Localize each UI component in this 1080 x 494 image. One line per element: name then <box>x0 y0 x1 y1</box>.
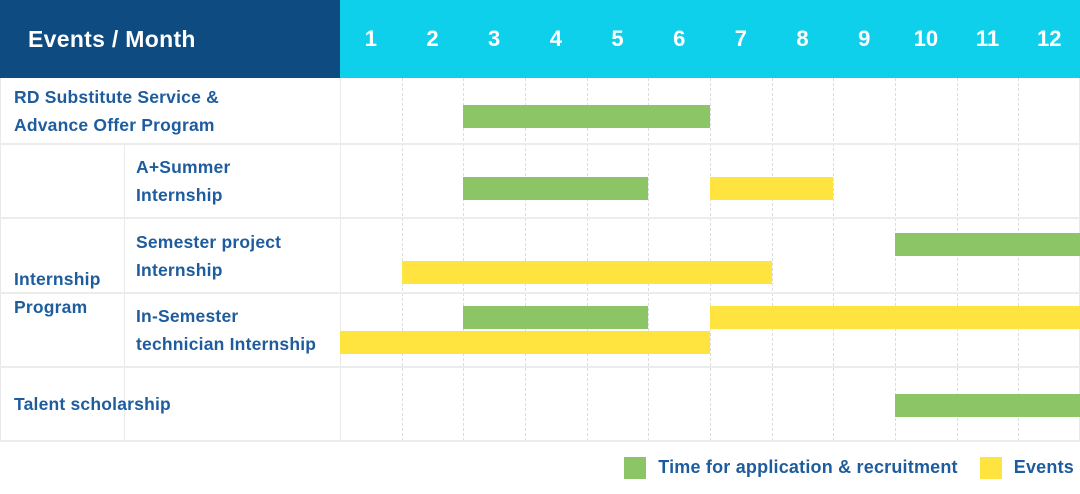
month-gridline <box>401 78 403 441</box>
month-header-4: 4 <box>549 26 562 51</box>
legend-label: Time for application & recruitment <box>658 457 958 477</box>
row-separator <box>0 292 1080 294</box>
task-label-line: Internship <box>136 259 223 280</box>
group-label-internship-program: Internship Program <box>14 265 124 321</box>
month-gridline <box>771 78 773 441</box>
bar-event <box>710 306 1080 329</box>
legend-swatch-event <box>979 456 1002 479</box>
bar-event <box>710 177 834 200</box>
bar-event <box>401 261 772 284</box>
bar-application <box>463 177 649 200</box>
task-label-line: Advance Offer Program <box>14 115 215 135</box>
legend: Time for application & recruitment Events <box>0 441 1080 494</box>
task-label-line: In-Semester <box>136 306 239 326</box>
month-header-row: 1 2 3 4 5 6 7 8 9 10 11 12 <box>340 0 1080 78</box>
month-gridline <box>833 78 835 441</box>
task-label: RD Substitute Service & Advance Offer Pro… <box>14 83 340 139</box>
legend-item-application: Time for application & recruitment <box>624 456 958 479</box>
task-label-line: Internship <box>136 185 223 205</box>
month-header-10: 10 <box>913 26 939 51</box>
month-header-11: 11 <box>975 26 1000 51</box>
month-gridline <box>463 78 465 441</box>
task-label: A+Summer Internship <box>136 153 340 209</box>
bar-application <box>895 394 1080 417</box>
month-gridline <box>648 78 650 441</box>
month-header-7: 7 <box>734 26 747 51</box>
month-gridline <box>525 78 526 441</box>
task-label-line: Talent scholarship <box>14 394 171 414</box>
task-label-line: Semester project <box>136 231 282 252</box>
month-header-6: 6 <box>673 26 686 51</box>
bar-application <box>463 105 710 128</box>
month-gridline <box>1018 78 1020 441</box>
month-header-1: 1 <box>364 26 377 51</box>
month-header-9: 9 <box>858 26 871 51</box>
month-header-5: 5 <box>611 26 624 51</box>
group-label-internship-program-line: Internship <box>14 268 101 289</box>
month-gridline <box>895 78 896 441</box>
bar-event <box>340 331 710 354</box>
row-separator <box>0 143 1080 145</box>
task-label: In-Semester technician Internship <box>136 302 340 358</box>
month-gridline <box>710 78 711 441</box>
row-separator <box>0 217 1080 219</box>
legend-label: Events <box>1013 457 1074 477</box>
bar-application <box>895 233 1080 256</box>
table-left-border <box>0 78 1 441</box>
group-label-internship-program-line: Program <box>14 296 88 317</box>
label-grid-divider <box>340 78 341 441</box>
month-header-8: 8 <box>796 26 809 51</box>
row-separator <box>0 440 1080 442</box>
month-header-12: 12 <box>1036 26 1062 51</box>
row-separator <box>0 366 1080 368</box>
month-gridline <box>586 78 588 441</box>
task-label-line: technician Internship <box>136 334 317 354</box>
bar-application <box>463 306 649 329</box>
month-header-2: 2 <box>426 26 439 51</box>
task-label-line: A+Summer <box>136 157 231 177</box>
task-label: Semester project Internship <box>136 228 340 284</box>
month-header-3: 3 <box>488 26 501 51</box>
legend-swatch-application <box>624 456 647 479</box>
legend-item-event: Events <box>979 456 1074 479</box>
task-label-line: RD Substitute Service & <box>14 87 219 107</box>
task-label: Talent scholarship <box>14 390 340 418</box>
events-month-header: Events / Month <box>0 0 340 78</box>
month-gridline <box>956 78 958 441</box>
